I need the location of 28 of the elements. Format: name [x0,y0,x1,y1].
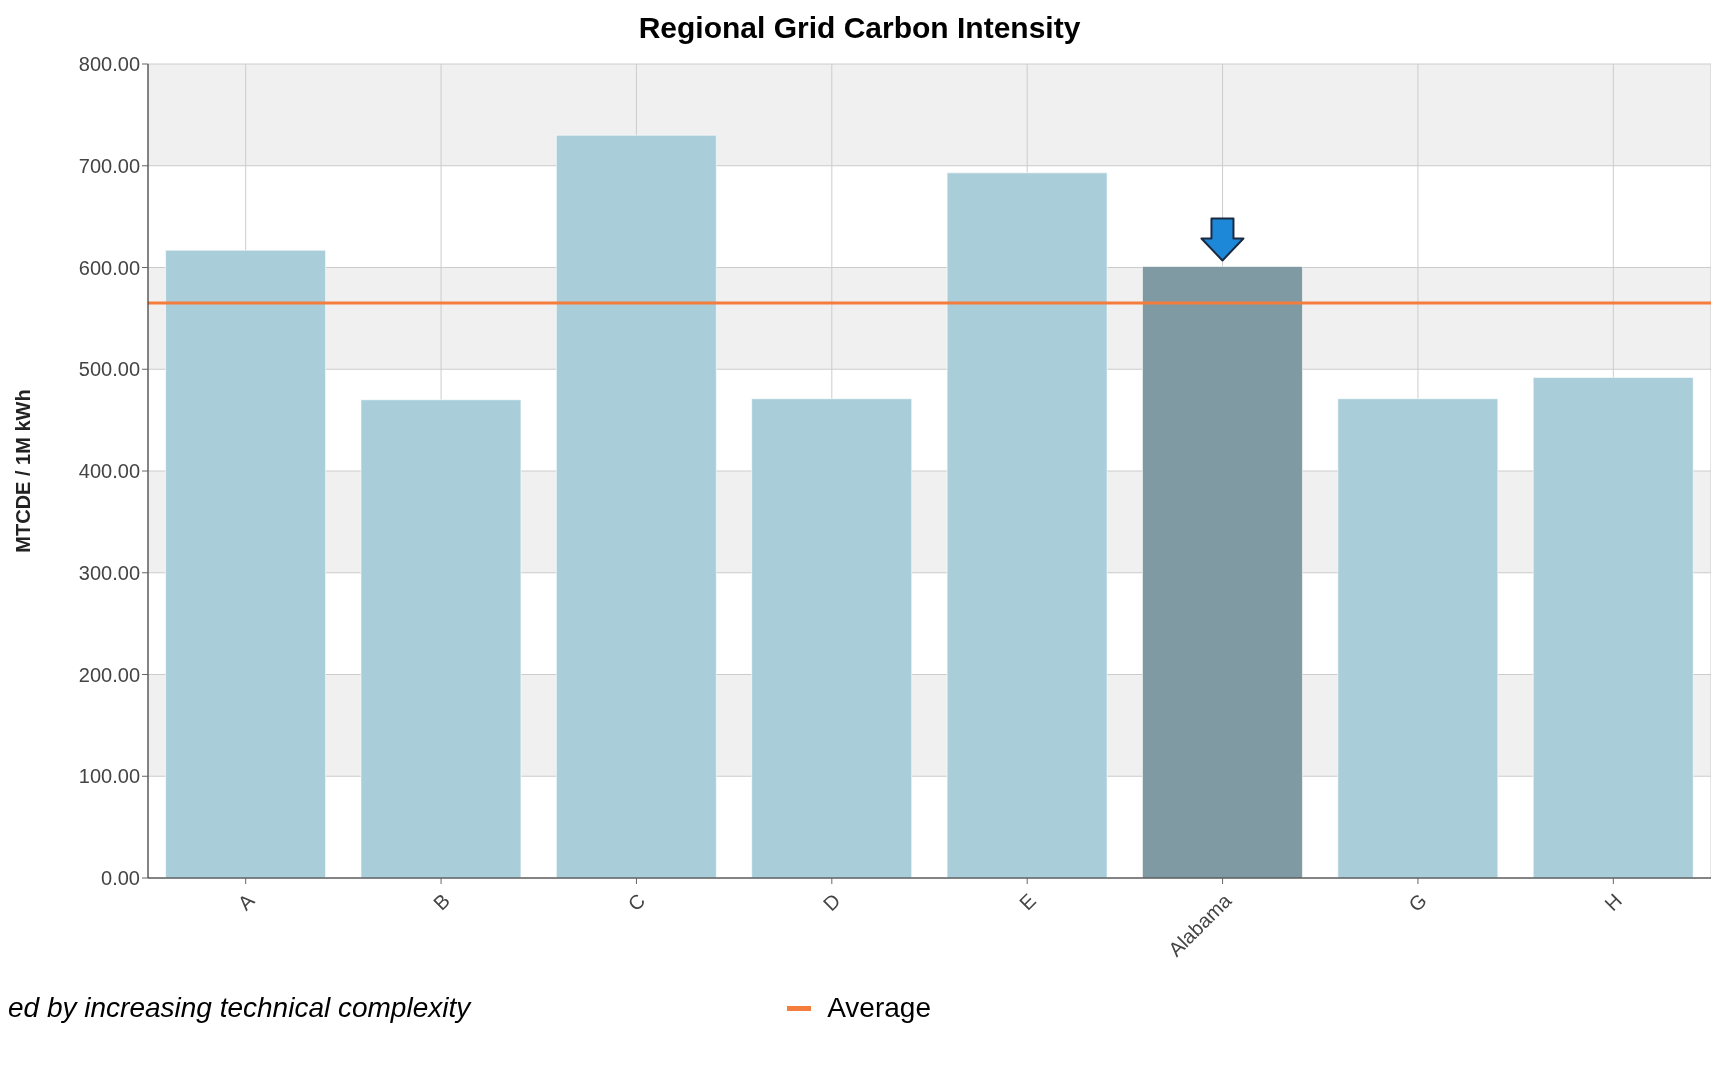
bar [751,398,913,878]
x-tick-label: E [1015,889,1041,915]
x-tick-label: C [623,889,650,916]
y-tick-label: 800.00 [78,53,140,76]
y-tick-label: 0.00 [101,867,140,890]
bar [1141,265,1303,878]
y-tick-label: 600.00 [78,256,140,279]
chart-title: Regional Grid Carbon Intensity [637,10,1082,46]
bar [1337,398,1499,878]
y-tick-label: 700.00 [78,154,140,177]
y-tick-label: 500.00 [78,358,140,381]
y-tick-label: 100.00 [78,765,140,788]
x-tick-label: D [818,889,845,916]
y-axis-title: MTCDE / 1M kWh [12,389,35,553]
bar [946,172,1108,878]
y-tick-label: 300.00 [78,561,140,584]
x-tick-label: B [428,889,454,915]
x-tick-label: H [1600,889,1627,916]
bar [165,249,327,878]
y-tick-label: 400.00 [78,460,140,483]
y-tick-label: 200.00 [78,663,140,686]
bar [555,134,717,878]
text: ed by increasing technical complexity [8,992,471,1024]
bar [360,399,522,878]
x-tick-label: A [233,888,260,915]
x-tick-label: G [1404,889,1431,916]
legend-label: Average [827,992,931,1024]
bar [1532,376,1694,878]
